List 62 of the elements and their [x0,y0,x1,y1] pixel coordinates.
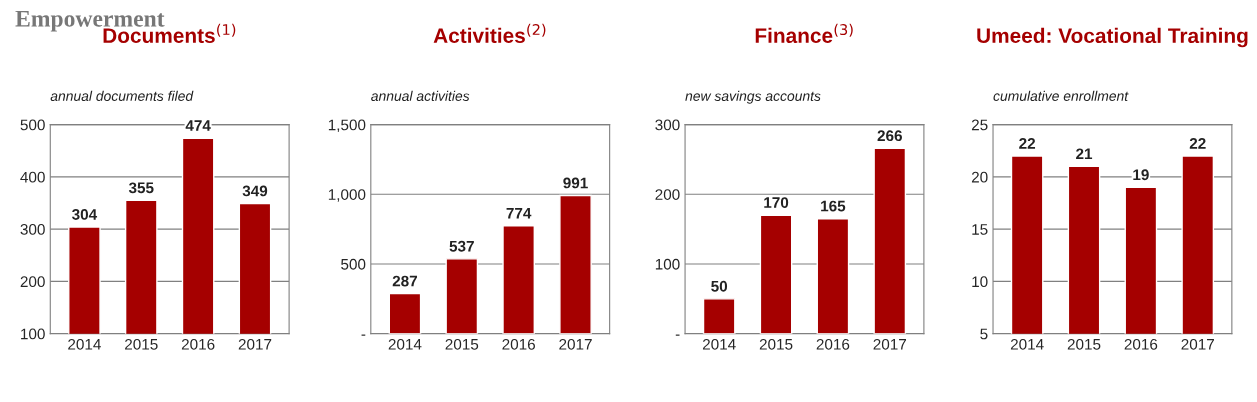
x-tick-label: 2015 [1067,338,1101,350]
x-tick-label: 2016 [502,338,535,350]
bar [873,147,907,334]
chart-title: Activities$^{(2)}$ [433,23,546,44]
data-label: 991 [563,177,588,189]
x-tick-label: 2015 [125,338,158,350]
data-label: 165 [821,200,846,212]
data-label: 349 [242,185,268,197]
data-label: 22 [1189,137,1206,149]
y-tick-label: 10 [972,276,988,288]
x-tick-label: 2015 [759,338,793,350]
data-label: 21 [1076,148,1093,160]
x-tick-label: 2015 [445,338,479,350]
chart-subtitle: cumulative enrollment [993,90,1129,101]
y-tick-label: - [675,334,680,336]
chart-subtitle: new savings accounts [685,90,821,104]
y-tick-label: 25 [971,119,988,131]
data-label: 19 [1133,169,1149,181]
data-label: 287 [392,275,418,287]
x-tick-label: 2016 [816,338,850,350]
chart-subtitle: annual documents filed [50,90,194,101]
bar [502,225,535,334]
x-tick-label: 2017 [238,338,272,350]
y-tick-label: - [361,334,366,336]
data-label: 304 [72,209,98,220]
y-tick-label: 300 [655,119,680,131]
x-tick-label: 2016 [181,338,215,350]
x-tick-label: 2017 [559,338,592,350]
data-label: 22 [1019,137,1036,149]
data-label: 537 [449,240,474,252]
bar [702,298,736,334]
y-tick-label: 400 [20,171,45,183]
y-tick-label: 1,500 [328,119,366,133]
x-tick-label: 2014 [388,338,422,350]
y-tick-label: 200 [655,189,680,200]
x-tick-label: 2014 [1010,338,1044,350]
chart-subtitle: annual activities [371,90,470,101]
y-tick-label: 5 [980,328,988,340]
y-tick-label: 15 [972,224,988,235]
data-label: 170 [764,197,789,209]
chart-title: Finance$^{(3)}$ [755,23,853,44]
x-tick-label: 2017 [873,338,906,350]
y-tick-label: 300 [20,224,45,235]
y-tick-label: 500 [20,119,45,131]
bar [445,258,479,334]
y-tick-label: 100 [655,258,680,270]
data-label: 774 [506,207,532,219]
y-tick-label: 500 [341,258,366,270]
x-tick-label: 2016 [1124,338,1158,350]
y-tick-label: 1,000 [328,189,366,202]
y-tick-label: 100 [21,328,45,340]
x-tick-label: 2017 [1181,338,1214,350]
y-tick-label: 20 [971,171,988,183]
x-tick-label: 2014 [702,338,736,350]
bar [759,214,793,334]
data-label: 50 [711,280,728,292]
data-label: 266 [877,130,902,142]
data-label: 474 [185,120,211,131]
chart-title: Umeed: Vocational Training [977,27,1248,48]
x-tick-label: 2014 [68,338,101,350]
data-label: 355 [128,182,154,194]
y-tick-label: 200 [20,276,45,288]
